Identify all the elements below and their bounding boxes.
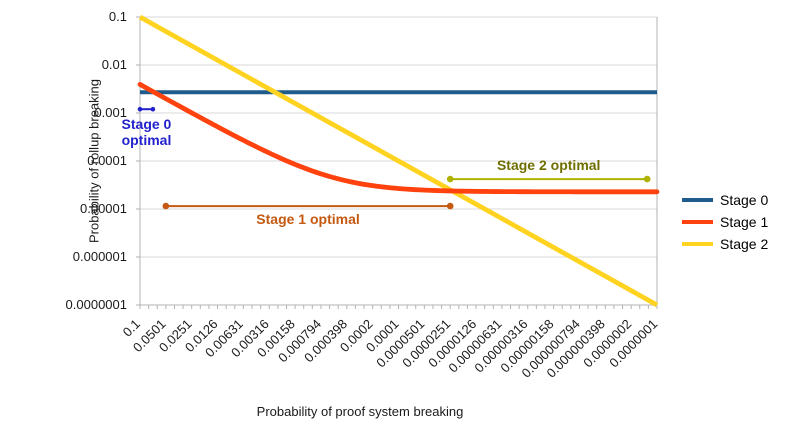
legend-label: Stage 2 (720, 235, 769, 252)
stage2-optimal-label: Stage 2 optimal (496, 157, 601, 174)
stage0-optimal-label: Stage 0 optimal (121, 116, 172, 149)
y-tick-label: 0.00001 (80, 201, 127, 216)
legend-label: Stage 0 (720, 191, 769, 208)
legend-entry: Stage 1 (682, 213, 768, 230)
legend-swatch (682, 197, 713, 202)
stage2-optimal-start-dot (446, 175, 454, 183)
series-stage-1 (137, 82, 660, 195)
y-tick-label: 0.000001 (72, 249, 127, 264)
series-stage-2 (138, 14, 659, 308)
stage1-optimal-end-dot (446, 202, 454, 210)
legend-entry: Stage 0 (682, 191, 768, 208)
y-tick-label: 0.0001 (87, 153, 127, 168)
y-tick-label: 0.0000001 (65, 297, 127, 312)
stage0-optimal-start-dot (137, 106, 143, 112)
x-axis-title: Probability of proof system breaking (256, 404, 464, 419)
legend-swatch (682, 241, 713, 246)
stage2-optimal-end-dot (643, 175, 651, 183)
legend-label: Stage 1 (720, 213, 769, 230)
stage1-optimal-label: Stage 1 optimal (256, 211, 360, 228)
y-tick-label: 0.001 (94, 105, 127, 120)
legend: Stage 0 Stage 1 Stage 2 (682, 191, 768, 252)
stage0-optimal-end-dot (150, 106, 156, 112)
legend-entry: Stage 2 (682, 235, 768, 252)
stage1-optimal-start-dot (162, 202, 170, 210)
y-tick-label: 0.01 (101, 57, 127, 72)
legend-swatch (682, 219, 713, 224)
y-tick-label: 0.1 (108, 9, 127, 24)
